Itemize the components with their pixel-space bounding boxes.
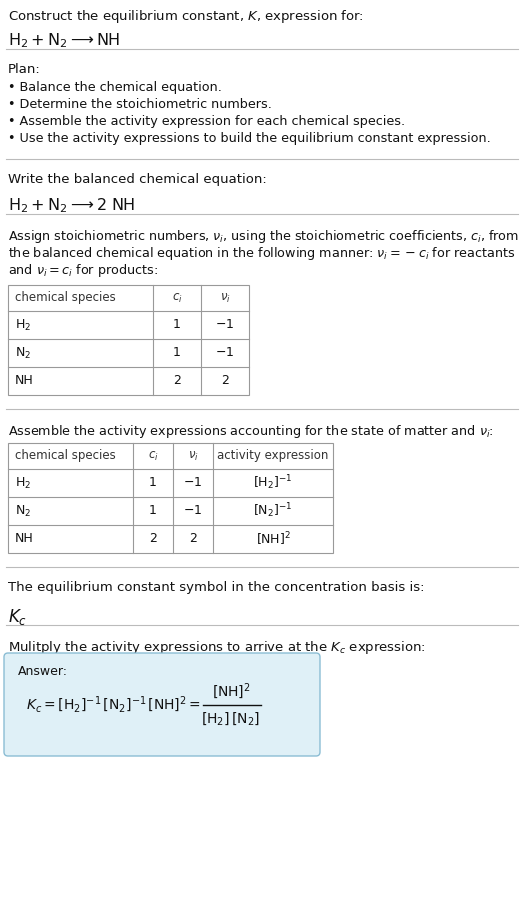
Text: $\mathrm{H_2 + N_2 \longrightarrow NH}$: $\mathrm{H_2 + N_2 \longrightarrow NH}$ <box>8 31 120 49</box>
Text: 2: 2 <box>221 375 229 387</box>
Text: NH: NH <box>15 532 34 546</box>
Text: The equilibrium constant symbol in the concentration basis is:: The equilibrium constant symbol in the c… <box>8 581 424 594</box>
Text: 2: 2 <box>149 532 157 546</box>
Text: $[\mathrm{N_2}]^{-1}$: $[\mathrm{N_2}]^{-1}$ <box>253 502 293 521</box>
Text: $\mathrm{H_2}$: $\mathrm{H_2}$ <box>15 317 31 333</box>
Text: chemical species: chemical species <box>15 291 116 305</box>
Text: $c_i$: $c_i$ <box>148 450 158 463</box>
Text: Answer:: Answer: <box>18 665 68 678</box>
Text: $[\mathrm{NH}]^2$: $[\mathrm{NH}]^2$ <box>212 681 250 701</box>
Text: $[\mathrm{H_2}]^{-1}$: $[\mathrm{H_2}]^{-1}$ <box>253 474 293 493</box>
Text: $\mathrm{N_2}$: $\mathrm{N_2}$ <box>15 503 31 519</box>
Text: $\mathrm{H_2 + N_2 \longrightarrow 2\ NH}$: $\mathrm{H_2 + N_2 \longrightarrow 2\ NH… <box>8 196 136 215</box>
Text: • Balance the chemical equation.: • Balance the chemical equation. <box>8 81 222 94</box>
Text: $[\mathrm{H_2}]\,[\mathrm{N_2}]$: $[\mathrm{H_2}]\,[\mathrm{N_2}]$ <box>201 710 260 727</box>
Text: Plan:: Plan: <box>8 63 41 76</box>
Text: Write the balanced chemical equation:: Write the balanced chemical equation: <box>8 173 267 186</box>
Text: Construct the equilibrium constant, $K$, expression for:: Construct the equilibrium constant, $K$,… <box>8 8 364 25</box>
Text: Mulitply the activity expressions to arrive at the $K_c$ expression:: Mulitply the activity expressions to arr… <box>8 639 426 656</box>
Text: $-1$: $-1$ <box>183 476 203 489</box>
Text: 2: 2 <box>189 532 197 546</box>
Text: • Use the activity expressions to build the equilibrium constant expression.: • Use the activity expressions to build … <box>8 132 491 145</box>
Text: activity expression: activity expression <box>217 450 329 462</box>
Text: $\mathrm{N_2}$: $\mathrm{N_2}$ <box>15 345 31 360</box>
Bar <box>8 285 249 395</box>
Text: 1: 1 <box>173 318 181 332</box>
Text: $-1$: $-1$ <box>215 318 235 332</box>
Text: $[\mathrm{NH}]^{2}$: $[\mathrm{NH}]^{2}$ <box>256 530 290 547</box>
Text: Assemble the activity expressions accounting for the state of matter and $\nu_i$: Assemble the activity expressions accoun… <box>8 423 494 440</box>
Text: chemical species: chemical species <box>15 450 116 462</box>
Text: 2: 2 <box>173 375 181 387</box>
Text: $\nu_i$: $\nu_i$ <box>220 291 231 305</box>
Text: $-1$: $-1$ <box>215 346 235 360</box>
Text: • Determine the stoichiometric numbers.: • Determine the stoichiometric numbers. <box>8 98 272 111</box>
Text: 1: 1 <box>173 346 181 360</box>
Text: 1: 1 <box>149 476 157 489</box>
FancyBboxPatch shape <box>4 653 320 756</box>
Bar <box>8 443 333 553</box>
Text: • Assemble the activity expression for each chemical species.: • Assemble the activity expression for e… <box>8 115 405 128</box>
Text: $-1$: $-1$ <box>183 504 203 518</box>
Text: $K_c$: $K_c$ <box>8 607 27 627</box>
Text: $c_i$: $c_i$ <box>172 291 182 305</box>
Text: $\nu_i$: $\nu_i$ <box>188 450 199 463</box>
Text: NH: NH <box>15 375 34 387</box>
Text: the balanced chemical equation in the following manner: $\nu_i = -c_i$ for react: the balanced chemical equation in the fo… <box>8 245 516 262</box>
Text: $\mathrm{H_2}$: $\mathrm{H_2}$ <box>15 476 31 491</box>
Text: 1: 1 <box>149 504 157 518</box>
Text: $K_c = [\mathrm{H_2}]^{-1}\,[\mathrm{N_2}]^{-1}\,[\mathrm{NH}]^{2} = $: $K_c = [\mathrm{H_2}]^{-1}\,[\mathrm{N_2… <box>26 695 201 716</box>
Text: Assign stoichiometric numbers, $\nu_i$, using the stoichiometric coefficients, $: Assign stoichiometric numbers, $\nu_i$, … <box>8 228 519 245</box>
Text: and $\nu_i = c_i$ for products:: and $\nu_i = c_i$ for products: <box>8 262 158 279</box>
